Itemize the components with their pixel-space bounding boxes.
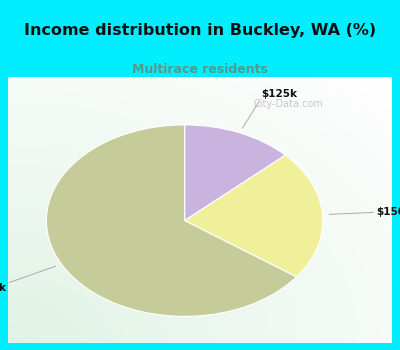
Wedge shape — [185, 125, 286, 220]
Text: Income distribution in Buckley, WA (%): Income distribution in Buckley, WA (%) — [24, 22, 376, 37]
Text: $150k: $150k — [376, 207, 400, 217]
Text: $200k: $200k — [0, 284, 7, 293]
Wedge shape — [185, 155, 323, 277]
Text: $125k: $125k — [261, 89, 297, 99]
Text: Multirace residents: Multirace residents — [132, 63, 268, 76]
Wedge shape — [46, 125, 296, 316]
Text: City-Data.com: City-Data.com — [254, 99, 323, 108]
